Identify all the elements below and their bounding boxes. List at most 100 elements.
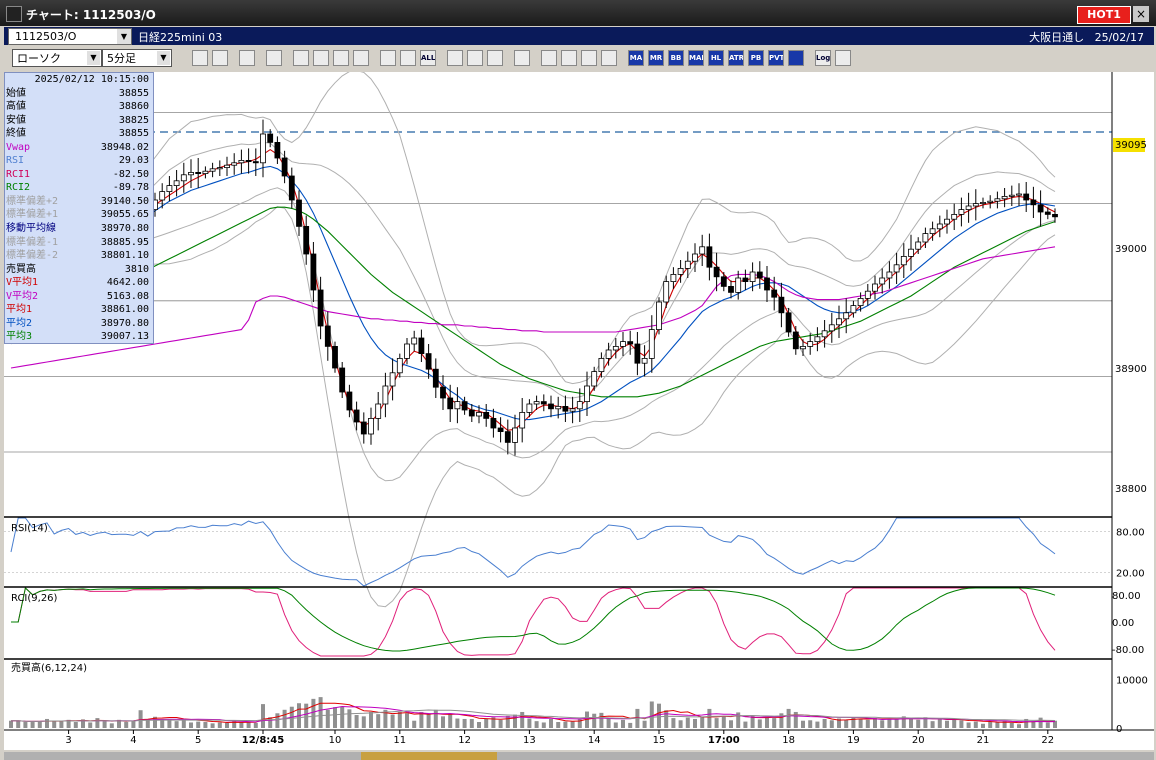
volume-axis-label: 10000 (1116, 675, 1148, 686)
candle-body (432, 368, 439, 388)
candle-body (1052, 213, 1058, 218)
exchange-label: 大阪日通し (1029, 31, 1085, 44)
panel-row-label: RCI1 (6, 168, 31, 180)
bb-icon[interactable]: BB (668, 50, 684, 66)
candle-body (526, 403, 533, 413)
candle-icon[interactable] (380, 50, 396, 66)
volume-bar (124, 722, 129, 728)
color-icon[interactable] (487, 50, 503, 66)
volume-bar (477, 722, 481, 728)
chevron-down-icon[interactable]: ▼ (157, 51, 170, 65)
panel-row: RCI1 -82.50 (5, 168, 153, 182)
candle-body (663, 281, 670, 303)
print-icon[interactable] (514, 50, 530, 66)
candle-body (634, 343, 641, 364)
panel-row-value: 38801.10 (100, 250, 149, 262)
volume-bar (45, 718, 49, 728)
zoom-icon[interactable] (192, 50, 208, 66)
candle-body (908, 248, 914, 257)
candle-body (706, 246, 713, 268)
atr-icon[interactable]: ATR (728, 50, 744, 66)
volume-bar (376, 714, 381, 728)
scroll-thumb[interactable] (361, 752, 497, 760)
candle-body (1037, 204, 1044, 213)
volume-bar (549, 718, 553, 728)
pvt-icon[interactable]: PVT (768, 50, 784, 66)
delete-all-icon[interactable]: ALL (420, 50, 436, 66)
volume-bar (347, 709, 352, 728)
rsi-axis-label: 20.00 (1116, 568, 1145, 579)
volume-bar (577, 719, 582, 728)
candle-body (879, 277, 886, 285)
panel-row: V平均2 5163.08 (5, 290, 153, 304)
candle-body (836, 318, 842, 326)
trash-icon[interactable] (353, 50, 369, 66)
tools-icon[interactable] (467, 50, 483, 66)
alert-icon[interactable] (601, 50, 617, 66)
hl-icon[interactable]: HL (708, 50, 724, 66)
candle-body (555, 405, 562, 410)
candle-body (360, 421, 367, 435)
candle-body (670, 273, 677, 282)
candle-body (296, 199, 302, 227)
candle-body (1044, 211, 1051, 215)
symbol-select[interactable]: 1112503/O ▼ (8, 28, 132, 45)
export-icon[interactable] (835, 50, 851, 66)
mae-icon[interactable]: MAE (688, 50, 704, 66)
copy-icon[interactable] (333, 50, 349, 66)
volume-bar (851, 717, 856, 728)
chevron-down-icon[interactable]: ▼ (87, 51, 100, 65)
volume-bar (484, 718, 489, 728)
candle-body (749, 271, 756, 282)
mr-icon[interactable]: MR (648, 50, 664, 66)
session-date: 大阪日通し 25/02/17 (1029, 29, 1144, 45)
volume-bar (700, 717, 705, 728)
cursor-icon[interactable] (293, 50, 309, 66)
volume-bar (945, 720, 949, 728)
volume-title: 売買高(6,12,24) (11, 661, 87, 674)
pencil-icon[interactable] (239, 50, 255, 66)
chart-type-select[interactable]: ローソク ▼ (12, 49, 102, 67)
ma-icon[interactable]: MA (628, 50, 644, 66)
volume-bar (786, 708, 791, 728)
volume-bar (837, 718, 841, 728)
candle-body (483, 411, 490, 419)
candle-body (944, 218, 950, 225)
search-icon[interactable] (541, 50, 557, 66)
panel-row: 高値 38860 (5, 100, 153, 114)
volume-bar (196, 721, 201, 728)
settings-icon[interactable] (447, 50, 463, 66)
panel-row: RCI2 -89.78 (5, 181, 153, 195)
candle-body (159, 191, 166, 201)
log-icon[interactable]: Log (815, 50, 831, 66)
chart-remove-icon[interactable] (581, 50, 597, 66)
close-icon[interactable]: × (1133, 6, 1149, 22)
candle-body (864, 290, 871, 299)
volume-bar (916, 719, 921, 728)
line-draw-icon[interactable] (266, 50, 282, 66)
crosshair-icon[interactable] (212, 50, 228, 66)
window-titlebar[interactable]: チャート: 1112503/O HOT1 × (0, 0, 1156, 26)
undo-icon[interactable] (313, 50, 329, 66)
hot-button[interactable]: HOT1 (1077, 6, 1131, 24)
window-icon[interactable] (788, 50, 804, 66)
candle-body (447, 397, 454, 410)
volume-avg-line (11, 705, 1056, 723)
volume-bar (937, 719, 942, 728)
candle-body (778, 296, 785, 314)
volume-bar (340, 706, 345, 728)
interval-select[interactable]: 5分足 ▼ (102, 49, 172, 67)
chart-area[interactable]: 39000 38900 38800 39095 80.00 20.00 80.00 0.00 -… (4, 72, 1154, 750)
volume-bar (253, 722, 258, 728)
chart-add-icon[interactable] (561, 50, 577, 66)
candle-body (764, 277, 770, 291)
candle-body (267, 133, 274, 143)
volume-bar (325, 709, 330, 728)
chevron-down-icon[interactable]: ▼ (117, 29, 131, 44)
candle-body (821, 330, 828, 338)
candle-delete-icon[interactable] (400, 50, 416, 66)
candle-body (872, 283, 878, 292)
candle-body (807, 341, 814, 347)
pb-icon[interactable]: PB (748, 50, 764, 66)
volume-bar (959, 720, 964, 728)
